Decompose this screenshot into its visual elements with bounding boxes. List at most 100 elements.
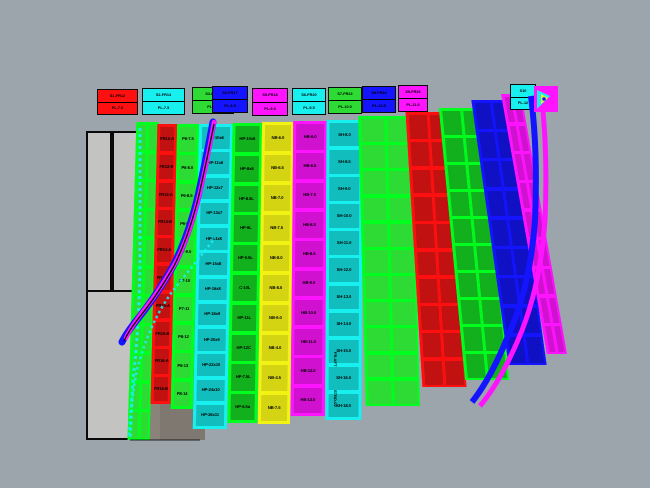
- mesh-quad[interactable]: [367, 379, 393, 405]
- mesh-quad[interactable]: [140, 382, 150, 410]
- mesh-cell[interactable]: SH-8.0: [328, 122, 361, 148]
- mesh-cell[interactable]: P6-9.0: [176, 210, 196, 238]
- mesh-cell[interactable]: HP-16x8: [197, 277, 228, 302]
- mesh-quad[interactable]: [132, 296, 143, 324]
- mesh-quad[interactable]: [388, 222, 415, 248]
- mesh-cell[interactable]: P7-9.5: [176, 239, 195, 266]
- mesh-quad[interactable]: [498, 277, 519, 306]
- mesh-quad[interactable]: [477, 131, 499, 160]
- mesh-quad[interactable]: [363, 248, 389, 274]
- mesh-cell[interactable]: SH-12.0: [327, 257, 361, 283]
- mesh-quad[interactable]: [464, 353, 487, 379]
- mesh-cell[interactable]: P6-8.0: [177, 154, 197, 181]
- mesh-cell[interactable]: P8-14: [172, 380, 192, 408]
- mesh-cell[interactable]: FR12-B: [158, 153, 175, 180]
- mesh-cell[interactable]: SH-9.0: [328, 176, 361, 202]
- mesh-cell[interactable]: FR16-A: [153, 348, 170, 375]
- mesh-quad[interactable]: [388, 196, 414, 222]
- mesh-cell[interactable]: NB-8.5: [261, 274, 290, 303]
- mesh-quad[interactable]: [136, 181, 146, 209]
- mesh-cell[interactable]: SH-10.0: [328, 203, 361, 229]
- mesh-cell[interactable]: HB-6.0: [295, 123, 326, 151]
- mesh-cell[interactable]: HB-6.5: [294, 152, 326, 180]
- mesh-cell[interactable]: FR13-A: [157, 181, 175, 208]
- mesh-quad[interactable]: [146, 181, 156, 209]
- mesh-quad[interactable]: [390, 275, 416, 300]
- tag-6[interactable]: S6-FR20 PL-9.5: [292, 88, 326, 115]
- mesh-cell[interactable]: NB-6.0: [263, 124, 293, 153]
- mesh-quad[interactable]: [414, 223, 436, 250]
- mesh-quad[interactable]: [490, 218, 511, 247]
- mesh-quad[interactable]: [502, 306, 523, 335]
- mesh-quad[interactable]: [456, 272, 479, 298]
- mesh-cell[interactable]: SH-8.5: [328, 149, 361, 175]
- mesh-cell[interactable]: P6-8.5: [177, 182, 196, 210]
- mesh-cell[interactable]: HP-11L: [230, 303, 258, 332]
- mesh-cell[interactable]: HP-24x10: [195, 378, 226, 403]
- mesh-quad[interactable]: [362, 196, 388, 222]
- mesh-cell[interactable]: HP-13x7: [199, 201, 230, 226]
- mesh-quad[interactable]: [366, 353, 392, 379]
- mesh-cell[interactable]: P8-13: [173, 352, 193, 380]
- mesh-quad[interactable]: [129, 411, 139, 439]
- mesh-quad[interactable]: [443, 137, 466, 163]
- mesh-quad[interactable]: [520, 306, 541, 335]
- mesh-cell[interactable]: NB-4.5: [260, 364, 289, 393]
- mesh-quad[interactable]: [146, 152, 157, 181]
- mesh-cell[interactable]: NB-7.0: [262, 184, 292, 213]
- mesh-cell[interactable]: NB-6.5: [263, 154, 292, 183]
- mesh-quad[interactable]: [461, 326, 484, 352]
- mesh-cell[interactable]: HP-15x8: [198, 252, 229, 276]
- mesh-quad[interactable]: [137, 124, 147, 152]
- mesh-quad[interactable]: [145, 210, 155, 238]
- mesh-cell[interactable]: P7-10: [175, 267, 194, 295]
- mesh-cell[interactable]: HB-8.0: [294, 210, 325, 239]
- tag-8[interactable]: S8-FR24 PL-10.5: [362, 86, 396, 113]
- tag-7[interactable]: S7-FR22 PL-10.0: [328, 87, 362, 114]
- mesh-cell[interactable]: HB-8.5: [294, 240, 325, 268]
- mesh-cell[interactable]: SH-13.0: [327, 284, 360, 311]
- strip-green-e[interactable]: HP-10x6 HP-8x6 HP-8.5L HP-9L HP-9.5L C-10L HP-…: [227, 123, 263, 423]
- mesh-cell[interactable]: NB-7.5: [259, 394, 289, 423]
- mesh-cell[interactable]: FR15-B: [153, 320, 171, 347]
- tag-4[interactable]: S4-FR17 PL-8.5: [212, 86, 248, 113]
- mesh-quad[interactable]: [419, 305, 441, 331]
- mesh-cell[interactable]: FR15-A: [154, 292, 172, 319]
- mesh-quad[interactable]: [135, 210, 145, 238]
- mesh-quad[interactable]: [494, 248, 515, 276]
- mesh-cell[interactable]: HP-9.5L: [232, 244, 259, 273]
- mesh-quad[interactable]: [134, 238, 144, 267]
- mesh-cell[interactable]: HP-12C: [230, 333, 257, 362]
- mesh-quad[interactable]: [412, 195, 434, 222]
- mesh-cell[interactable]: HP-6.5a: [229, 393, 256, 422]
- mesh-cell[interactable]: HB-10.0: [293, 298, 324, 327]
- mesh-cell[interactable]: NB-9.0: [261, 304, 290, 333]
- mesh-quad[interactable]: [139, 411, 149, 439]
- mesh-quad[interactable]: [411, 168, 433, 195]
- mesh-cell[interactable]: NB-7.5: [262, 214, 291, 243]
- tag-10[interactable]: S10 PL-12: [510, 84, 536, 110]
- mesh-cell[interactable]: HP-26x11: [194, 403, 226, 428]
- mesh-quad[interactable]: [132, 325, 142, 353]
- mesh-cell[interactable]: FR14-B: [155, 265, 172, 292]
- mesh-cell[interactable]: SH-14.0: [327, 311, 360, 338]
- mesh-cell[interactable]: HP-9L: [232, 214, 260, 243]
- mesh-cell[interactable]: SH-16.0: [327, 365, 360, 392]
- mesh-cell[interactable]: HP-12x7: [199, 176, 231, 201]
- mesh-quad[interactable]: [446, 164, 469, 190]
- mesh-quad[interactable]: [485, 189, 507, 218]
- tag-2[interactable]: S2-FR14 PL-7.5: [142, 88, 185, 115]
- strip-yellow-f[interactable]: NB-6.0 NB-6.5 NB-7.0 NB-7.5 NB-8.0 NB-8.5 NB-9…: [257, 122, 295, 424]
- mesh-cell[interactable]: HP-22x10: [195, 353, 227, 377]
- mesh-cell[interactable]: FR16-B: [152, 376, 170, 403]
- mesh-quad[interactable]: [473, 102, 495, 130]
- mesh-quad[interactable]: [416, 250, 438, 277]
- tag-5[interactable]: S5-FR18 PL-9.0: [252, 88, 288, 116]
- mesh-quad[interactable]: [142, 325, 152, 353]
- mesh-cell[interactable]: HP-10x6: [234, 125, 261, 154]
- mesh-quad[interactable]: [506, 335, 528, 364]
- mesh-quad[interactable]: [451, 218, 474, 244]
- mesh-quad[interactable]: [143, 267, 153, 295]
